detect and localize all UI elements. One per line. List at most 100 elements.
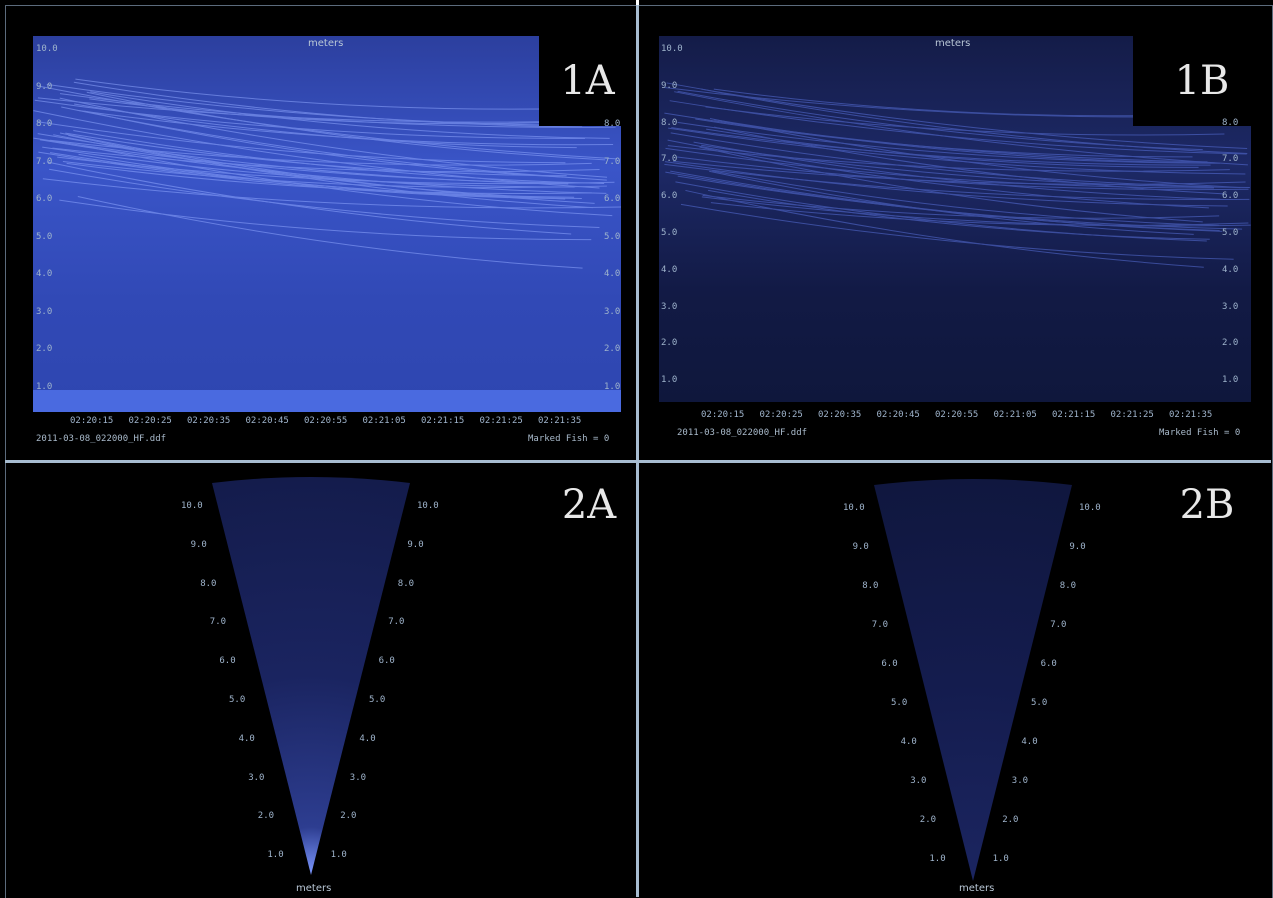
y-tick: 5.0: [1222, 228, 1239, 238]
y-tick: 2.0: [36, 344, 53, 354]
range-tick-right: 1.0: [330, 850, 347, 861]
time-tick: 02:20:35: [187, 416, 231, 426]
y-tick: 2.0: [604, 344, 621, 354]
y-tick: 4.0: [1222, 264, 1239, 275]
y-tick: 5.0: [604, 231, 621, 242]
range-tick-right: 9.0: [1069, 542, 1086, 552]
y-tick: 4.0: [661, 264, 678, 275]
range-tick-right: 2.0: [340, 811, 357, 822]
echogram-panel-1b[interactable]: 1B meters 10.0 9.0 8.0 7.0 6.0 5.0 4.0 3.0 2.0 1.…: [639, 6, 1271, 460]
range-tick-left: 10.0: [181, 501, 203, 511]
range-tick-left: 9.0: [190, 539, 207, 550]
y-tick: 1.0: [36, 381, 53, 392]
range-tick-left: 5.0: [891, 698, 908, 708]
y-tick: 4.0: [604, 269, 621, 279]
range-tick-left: 9.0: [852, 542, 869, 552]
time-tick: 02:21:35: [1169, 410, 1213, 420]
time-tick: 02:21:15: [1052, 410, 1096, 420]
y-tick: 7.0: [36, 156, 53, 167]
range-tick-left: 1.0: [929, 854, 946, 864]
time-tick: 02:21:05: [993, 410, 1037, 420]
time-tick: 02:21:25: [479, 416, 523, 426]
range-tick-left: 7.0: [209, 617, 227, 628]
range-tick-left: 3.0: [248, 772, 265, 783]
range-tick-right: 1.0: [992, 854, 1009, 864]
panel-label-2b: 2B: [1167, 477, 1247, 533]
range-tick-left: 3.0: [910, 776, 927, 786]
y-tick: 9.0: [661, 80, 678, 91]
range-tick-right: 6.0: [378, 656, 395, 667]
y-tick: 6.0: [36, 194, 53, 204]
y-tick: 3.0: [661, 301, 678, 312]
panel-label-1b: 1B: [1133, 36, 1271, 126]
range-tick-right: 6.0: [1040, 659, 1057, 669]
range-tick-left: 7.0: [871, 620, 889, 630]
range-tick-right: 4.0: [359, 733, 376, 744]
marked-fish-1b: Marked Fish = 0: [1159, 428, 1241, 438]
range-tick-left: 2.0: [919, 815, 937, 825]
sonar-fan-2a-image: [212, 477, 410, 875]
time-tick: 02:21:15: [421, 416, 465, 426]
y-tick: 6.0: [1222, 191, 1239, 202]
y-tick: 7.0: [1222, 154, 1239, 165]
units-label-1b: meters: [935, 38, 971, 49]
y-tick: 1.0: [604, 381, 621, 392]
y-tick: 6.0: [661, 191, 678, 202]
range-tick-left: 5.0: [229, 695, 246, 705]
echogram-1a-image: [33, 36, 621, 412]
units-label-2a: meters: [296, 883, 332, 894]
horizontal-divider: [5, 460, 1271, 463]
range-tick-left: 4.0: [238, 733, 255, 744]
y-tick: 9.0: [36, 81, 53, 92]
y-tick: 10.0: [36, 44, 58, 54]
range-tick-right: 2.0: [1002, 815, 1019, 825]
echogram-panel-1a[interactable]: 1A meters 10.0 9.0 8.0 7.0 6.0 5.0 4.0 3.0 2.0 1.…: [6, 6, 636, 460]
time-tick: 02:21:35: [538, 416, 582, 426]
units-label-1a: meters: [308, 38, 344, 49]
panel-label-1a: 1A: [539, 36, 636, 126]
range-tick-right: 10.0: [1079, 503, 1101, 513]
units-label-2b: meters: [959, 883, 995, 894]
range-tick-right: 9.0: [407, 539, 424, 550]
range-tick-right: 5.0: [369, 695, 386, 705]
filename-1b: 2011-03-08_022000_HF.ddf: [677, 428, 808, 438]
range-tick-left: 1.0: [267, 850, 284, 861]
range-tick-right: 8.0: [397, 578, 415, 589]
range-tick-right: 8.0: [1059, 581, 1077, 591]
time-tick: 02:20:45: [245, 416, 289, 426]
y-tick: 3.0: [604, 306, 621, 317]
sonar-fan-panel-2b[interactable]: 2B 10.0 10.0 9.0 9.0 8.0 8.0 7.0 7.0 6.0 6.0 5.0 5.…: [639, 463, 1271, 897]
range-tick-left: 6.0: [219, 656, 236, 667]
y-tick: 2.0: [661, 338, 678, 349]
y-tick: 10.0: [661, 44, 683, 54]
y-tick: 6.0: [604, 194, 621, 204]
time-tick: 02:20:45: [876, 410, 920, 420]
range-tick-left: 2.0: [257, 811, 275, 822]
y-tick: 7.0: [661, 154, 678, 165]
range-tick-right: 3.0: [349, 772, 367, 783]
range-tick-right: 10.0: [417, 501, 439, 511]
y-tick: 5.0: [36, 231, 53, 242]
time-tick: 02:21:25: [1110, 410, 1154, 420]
range-tick-right: 3.0: [1011, 776, 1029, 786]
range-tick-left: 8.0: [200, 578, 217, 589]
filename-1a: 2011-03-08_022000_HF.ddf: [36, 434, 167, 444]
top-notch: [636, 0, 639, 6]
time-tick: 02:20:35: [818, 410, 862, 420]
y-tick: 4.0: [36, 269, 53, 279]
y-tick: 5.0: [661, 228, 678, 238]
panel-label-2a: 2A: [554, 477, 624, 533]
sonar-fan-2b-image: [874, 479, 1072, 881]
marked-fish-1a: Marked Fish = 0: [528, 434, 610, 444]
y-tick: 1.0: [1222, 375, 1239, 386]
range-tick-left: 6.0: [881, 659, 898, 669]
y-tick: 3.0: [36, 306, 53, 317]
range-tick-right: 7.0: [1050, 620, 1067, 630]
time-tick: 02:20:55: [304, 416, 348, 426]
time-tick: 02:21:05: [362, 416, 406, 426]
time-tick: 02:20:55: [935, 410, 979, 420]
y-tick: 3.0: [1222, 301, 1239, 312]
sonar-fan-panel-2a[interactable]: 2A 10.0 10.0 9.0 9.0 8.0 8.0 7.0 7.0 6.0 6.0 5.0 5.…: [6, 463, 636, 897]
y-tick: 1.0: [661, 375, 678, 386]
range-tick-left: 10.0: [843, 503, 865, 513]
